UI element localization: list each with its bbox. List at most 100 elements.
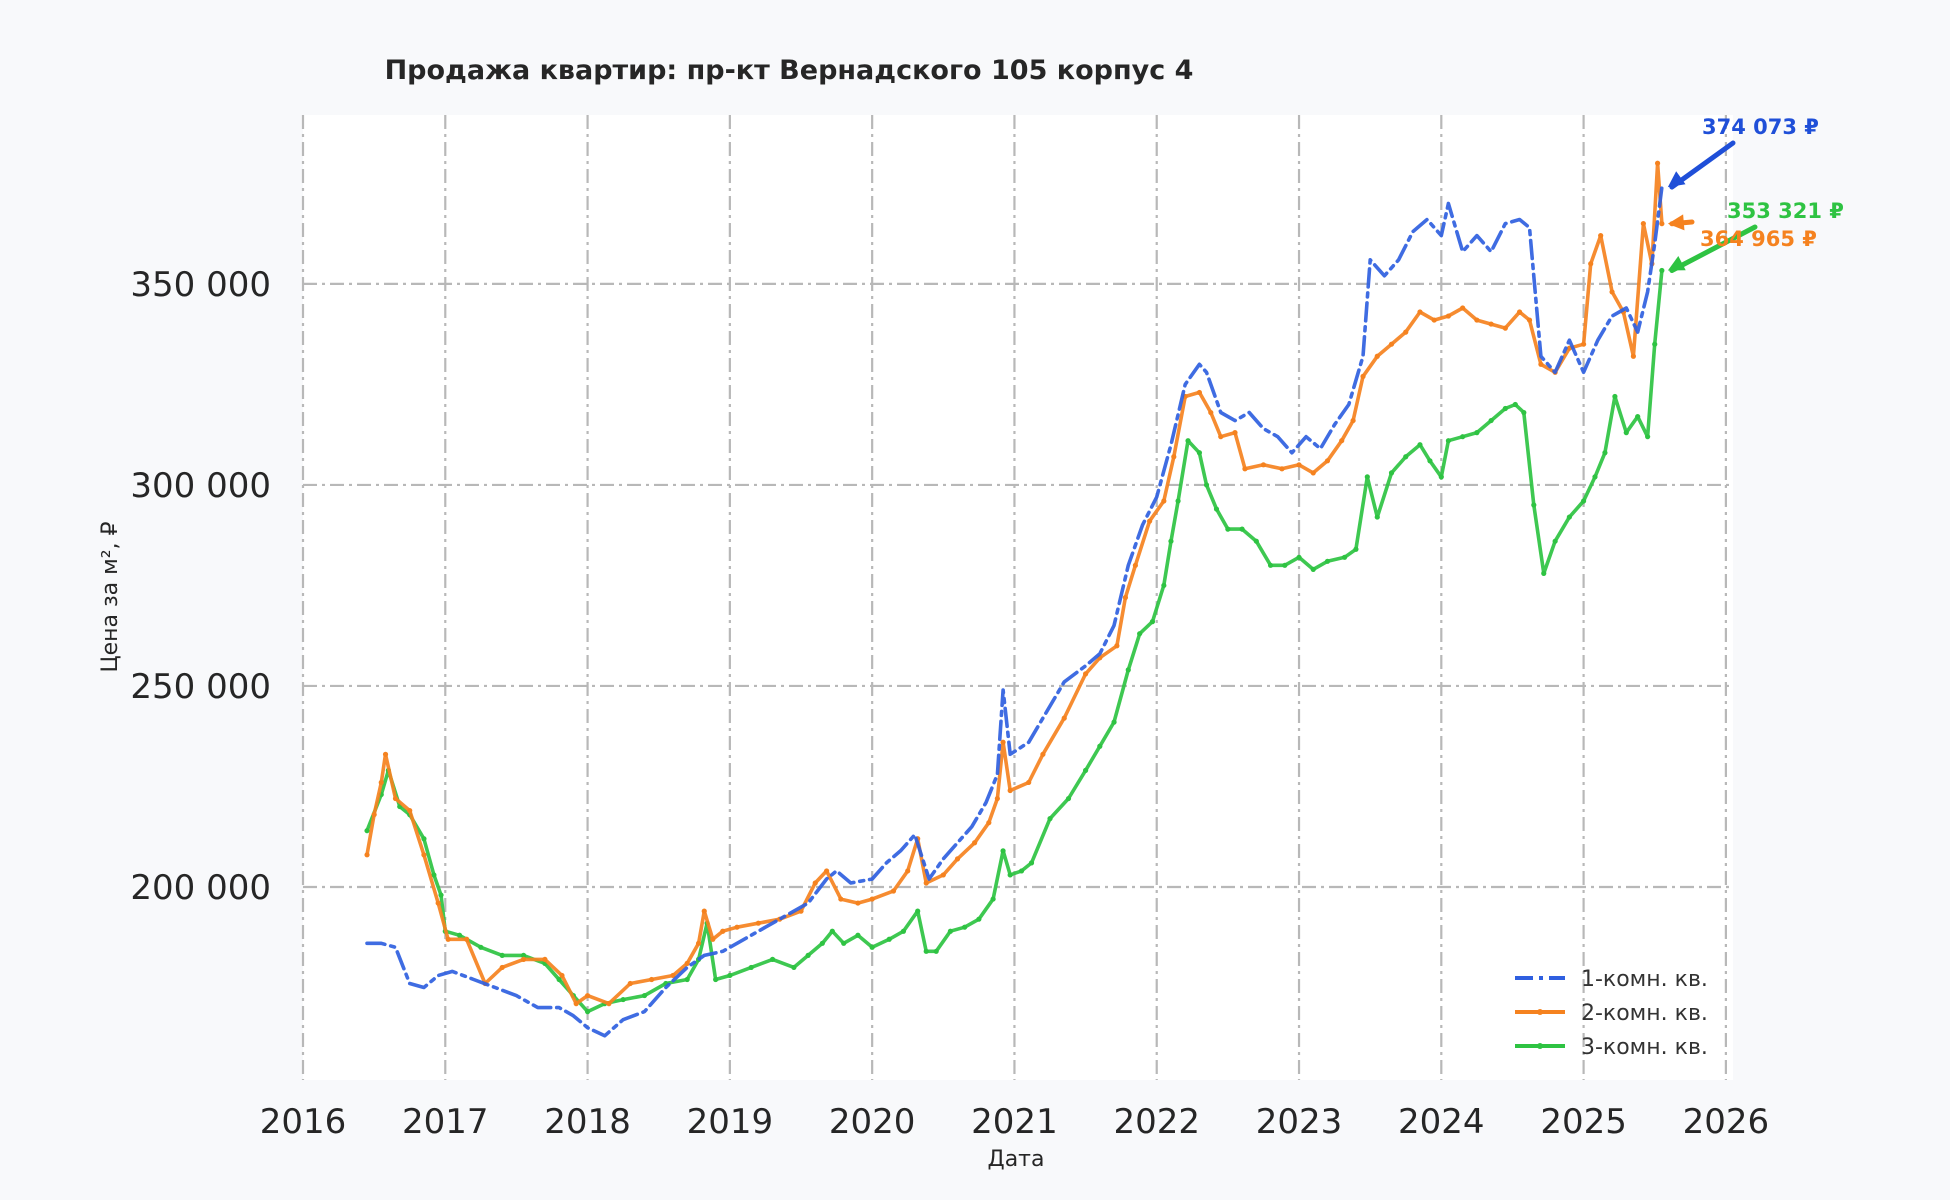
plot-area (303, 115, 1733, 1080)
series-point-3 (499, 952, 505, 958)
series-point-2 (1061, 715, 1067, 721)
x-tick-label: 2020 (829, 1102, 916, 1142)
series-point-2 (520, 956, 527, 962)
series-line-1 (365, 185, 1664, 1038)
series-point-2 (1431, 317, 1437, 323)
series-point-3 (1253, 538, 1259, 544)
series-point-2 (972, 840, 978, 846)
x-tick-label: 2018 (544, 1102, 631, 1142)
series-point-3 (1149, 619, 1156, 625)
series-point-2 (1171, 454, 1177, 460)
series-point-3 (855, 932, 861, 938)
series-point-2 (812, 880, 818, 886)
series-point-3 (933, 948, 939, 954)
series-point-2 (824, 868, 830, 874)
series-point-2 (838, 896, 844, 902)
series-point-3 (1592, 474, 1598, 480)
series-point-2 (1196, 389, 1203, 396)
series-point-2 (407, 808, 413, 814)
series-point-2 (890, 888, 897, 894)
series-point-2 (378, 779, 384, 786)
series-point-2 (1403, 329, 1409, 335)
series-point-2 (1417, 309, 1423, 315)
series-point-3 (1552, 538, 1558, 544)
series-point-3 (713, 976, 719, 983)
series-point-3 (1097, 743, 1103, 749)
y-tick-label: 350 000 (130, 265, 271, 305)
series-point-2 (1260, 462, 1267, 468)
series-point-3 (769, 956, 776, 962)
series-point-2 (1580, 341, 1587, 347)
series-point-3 (976, 916, 982, 922)
series-point-3 (829, 928, 835, 934)
series-point-2 (923, 880, 929, 886)
series-point-2 (1609, 289, 1615, 295)
series-point-3 (1438, 474, 1444, 480)
series-point-2 (710, 936, 716, 942)
series-point-2 (695, 940, 702, 946)
series-point-3 (1602, 450, 1608, 456)
series-point-3 (1161, 582, 1167, 589)
series-point-3 (1341, 554, 1348, 560)
series-point-2 (1339, 438, 1345, 444)
annotation-arrowhead (1667, 214, 1685, 231)
x-tick-label: 2023 (1256, 1102, 1343, 1142)
series-point-3 (1267, 562, 1274, 568)
series-point-2 (1374, 353, 1380, 359)
x-axis-label: Дата (988, 1147, 1045, 1172)
series-point-3 (1427, 458, 1433, 464)
series-point-2 (1474, 317, 1480, 323)
series-point-2 (584, 992, 591, 999)
series-point-2 (994, 795, 1000, 802)
series-point-2 (701, 908, 707, 914)
series-point-3 (1460, 434, 1466, 440)
series-point-3 (1203, 482, 1210, 488)
legend-label: 1-комн. кв. (1581, 967, 1708, 992)
series-point-3 (900, 928, 907, 934)
series-point-3 (1474, 430, 1480, 436)
annotation-arrowhead (1667, 171, 1686, 188)
y-tick-labels: 200 000 250 000 300 000 350 000 (130, 265, 271, 908)
series-point-2 (371, 812, 377, 818)
series-point-2 (670, 972, 676, 979)
legend-label: 3-комн. кв. (1581, 1035, 1708, 1060)
series-point-3 (1168, 538, 1174, 544)
series-point-3 (1645, 434, 1651, 440)
series-point-3 (1353, 546, 1359, 552)
series-point-3 (684, 976, 690, 983)
series-point-2 (1538, 361, 1544, 367)
series-line-3 (365, 268, 1664, 1014)
series-point-2 (1502, 325, 1508, 331)
series-point-3 (1007, 872, 1013, 878)
series-point-2 (755, 920, 761, 926)
series-point-2 (1324, 458, 1331, 464)
annotation-label: 364 965 ₽ (1700, 227, 1817, 251)
series-point-2 (435, 900, 441, 906)
series-point-3 (791, 964, 797, 971)
annotation-label: 374 073 ₽ (1702, 115, 1819, 139)
series-point-3 (1185, 438, 1191, 444)
series-point-3 (990, 896, 996, 902)
series-point-3 (923, 948, 929, 954)
series-point-3 (1403, 454, 1409, 460)
series-point-2 (1026, 779, 1032, 786)
series-point-3 (805, 952, 811, 958)
series-point-2 (1630, 353, 1636, 359)
series-point-3 (1296, 554, 1302, 560)
series-point-2 (364, 852, 370, 858)
series-point-3 (1310, 566, 1316, 572)
legend-label: 2-комн. кв. (1581, 1001, 1708, 1026)
series-point-3 (1082, 767, 1089, 773)
series-point-2 (734, 924, 740, 930)
x-tick-label: 2025 (1540, 1102, 1627, 1142)
series-point-2 (1147, 518, 1153, 524)
series-point-3 (1000, 848, 1006, 854)
series-point-3 (1445, 438, 1452, 444)
series-point-3 (841, 940, 847, 946)
series-point-3 (915, 908, 921, 914)
annotation-arrowhead (1667, 256, 1686, 271)
series-point-2 (869, 896, 875, 902)
series-point-2 (1208, 409, 1214, 416)
series-point-2 (1488, 321, 1494, 327)
